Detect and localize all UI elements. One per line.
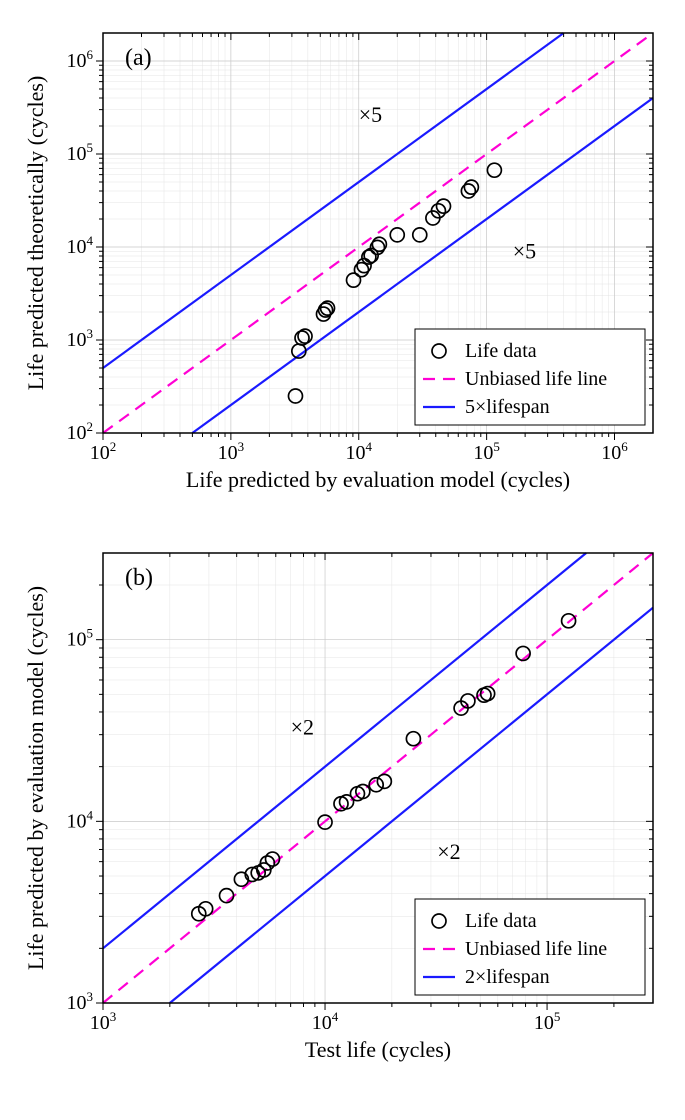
x-axis-label: Life predicted by evaluation model (cycl… (186, 467, 570, 492)
tick-label: 104 (67, 233, 94, 258)
annotation-lower: ×5 (513, 239, 536, 264)
data-point (357, 259, 371, 273)
tick-label: 103 (90, 1009, 117, 1034)
data-point (487, 163, 501, 177)
annotation-upper: ×5 (359, 102, 382, 127)
legend-item: Life data (465, 340, 537, 362)
y-axis-label: Life predicted theoretically (cycles) (23, 76, 48, 391)
chart-a: ×5 ×5 102 103 104 105 106 102 103 104 105 106 Life p… (15, 15, 670, 505)
legend-item: 2×lifespan (465, 966, 550, 988)
chart-b: ×2 ×2 103 104 105 103 104 105 Test life (cycles)… (15, 535, 670, 1075)
data-point (377, 774, 391, 788)
tick-label: 104 (312, 1009, 339, 1034)
upper-band-line (103, 553, 586, 948)
data-point (406, 732, 420, 746)
tick-label: 106 (67, 47, 94, 72)
tick-label: 105 (534, 1009, 561, 1034)
tick-label: 103 (67, 326, 94, 351)
annotation-lower: ×2 (437, 839, 460, 864)
tick-label: 104 (346, 439, 373, 464)
panel-label: (a) (125, 45, 152, 71)
upper-band-line (103, 33, 564, 368)
tick-label: 104 (67, 807, 94, 832)
tick-label: 106 (601, 439, 628, 464)
data-point (464, 180, 478, 194)
tick-label: 102 (67, 419, 94, 444)
annotation-upper: ×2 (291, 715, 314, 740)
tick-label: 102 (90, 439, 117, 464)
legend-item: Unbiased life line (465, 938, 607, 960)
legend-item: Life data (465, 910, 537, 932)
tick-label: 103 (218, 439, 245, 464)
legend-item: 5×lifespan (465, 396, 550, 418)
y-axis-label: Life predicted by evaluation model (cycl… (23, 586, 48, 970)
x-axis-label: Test life (cycles) (305, 1037, 451, 1062)
tick-label: 105 (473, 439, 500, 464)
tick-label: 105 (67, 626, 94, 651)
data-point (288, 389, 302, 403)
legend-item: Unbiased life line (465, 368, 607, 390)
tick-label: 105 (67, 140, 94, 165)
data-point (356, 784, 370, 798)
tick-label: 103 (67, 989, 94, 1014)
panel-label: (b) (125, 565, 153, 591)
